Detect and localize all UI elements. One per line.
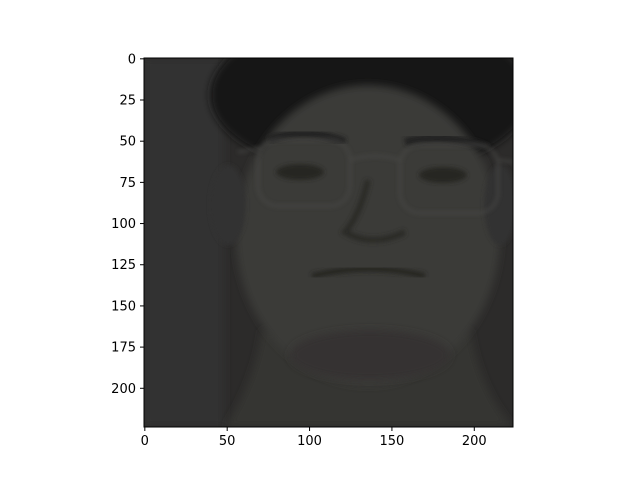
right-ear [484,165,513,245]
y-tick-label: 200 [111,382,136,397]
x-tick-label: 150 [380,434,405,449]
x-tick-label: 50 [219,434,236,449]
x-tick-label: 100 [297,434,322,449]
right-eye [419,167,467,183]
x-tick-label: 200 [462,434,487,449]
axes-frame [143,57,514,428]
y-tick-label: 175 [111,341,136,356]
y-tick-label: 50 [119,135,136,150]
left-ear [210,165,246,245]
nose [340,179,407,243]
y-tick-label: 25 [119,94,136,109]
mouth [311,266,426,279]
x-axis: 0 50 100 150 200 [141,427,487,449]
y-tick-label: 125 [111,258,136,273]
image-plot [144,58,513,427]
y-tick-label: 100 [111,217,136,232]
left-eye [276,164,324,180]
left-eyebrow [266,129,347,146]
glasses [237,138,513,215]
y-tick-label: 75 [119,176,136,191]
y-tick-label: 0 [128,52,136,67]
face [236,85,500,385]
x-tick-label: 0 [141,434,149,449]
y-axis: 0 25 50 75 100 125 150 175 200 [111,52,144,397]
y-tick-label: 150 [111,299,136,314]
